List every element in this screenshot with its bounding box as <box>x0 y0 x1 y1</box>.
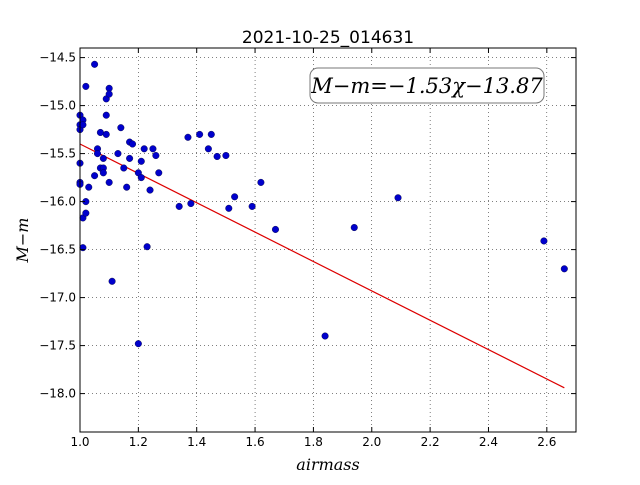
x-tick-label: 2.6 <box>537 435 556 449</box>
data-point <box>85 183 93 191</box>
annotation-text: M−m=−1.53χ−13.87 <box>310 74 543 98</box>
data-point <box>123 183 131 191</box>
data-point <box>108 277 116 285</box>
data-point <box>155 169 163 177</box>
data-point <box>248 202 256 210</box>
data-point <box>134 340 142 348</box>
x-axis-label: airmass <box>296 455 359 474</box>
chart-title: 2021-10-25_014631 <box>242 28 414 48</box>
annotation-box <box>309 67 545 104</box>
x-tick-label: 1.0 <box>70 435 89 449</box>
fit-line <box>79 143 565 389</box>
y-tick-label: −16.5 <box>39 243 76 257</box>
data-point <box>560 265 568 273</box>
data-point <box>257 178 265 186</box>
data-point <box>91 60 99 68</box>
data-point <box>231 193 239 201</box>
data-point <box>137 174 145 182</box>
data-point <box>99 154 107 162</box>
data-point <box>207 130 215 138</box>
data-point <box>143 243 151 251</box>
data-point <box>94 150 102 158</box>
data-point <box>152 152 160 160</box>
data-point <box>99 169 107 177</box>
data-point <box>196 130 204 138</box>
data-point <box>146 186 154 194</box>
data-point <box>96 128 104 136</box>
data-point <box>82 209 90 217</box>
data-point <box>129 140 137 148</box>
data-point <box>117 124 125 132</box>
y-axis-label: M−m <box>13 218 32 264</box>
data-point <box>82 82 90 90</box>
data-point <box>271 225 279 233</box>
x-tick-label: 2.2 <box>421 435 440 449</box>
fit-annotation: M−m=−1.53χ−13.87 <box>309 67 545 104</box>
x-tick-label: 1.6 <box>246 435 265 449</box>
y-tick-label: −15.0 <box>39 99 76 113</box>
data-point <box>184 133 192 141</box>
x-tick-label: 2.4 <box>479 435 498 449</box>
data-point <box>321 332 329 340</box>
x-tick-label: 1.2 <box>129 435 148 449</box>
data-point <box>175 202 183 210</box>
data-point <box>91 172 99 180</box>
data-point <box>394 194 402 202</box>
x-tick-label: 1.4 <box>187 435 206 449</box>
y-tick-label: −15.5 <box>39 147 76 161</box>
data-point <box>213 152 221 160</box>
data-point <box>102 130 110 138</box>
data-point <box>540 237 548 245</box>
x-axis-ticks: 1.0 1.2 1.4 1.6 1.8 2.0 2.2 2.4 2.6 <box>70 48 556 449</box>
data-points <box>76 60 568 348</box>
data-point <box>126 154 134 162</box>
x-tick-label: 1.8 <box>304 435 323 449</box>
data-point <box>149 145 157 153</box>
y-tick-label: −14.5 <box>39 51 76 65</box>
y-tick-label: −16.0 <box>39 195 76 209</box>
data-point <box>105 178 113 186</box>
data-point <box>204 145 212 153</box>
data-point <box>222 152 230 160</box>
y-tick-label: −17.0 <box>39 291 76 305</box>
data-point <box>102 111 110 119</box>
data-point <box>187 200 195 208</box>
y-axis-ticks: −14.5 −15.0 −15.5 −16.0 −16.5 −17.0 −17.5 −18.0 <box>39 51 576 401</box>
plot-frame <box>79 47 577 433</box>
data-point <box>79 121 87 129</box>
data-point <box>120 164 128 172</box>
y-tick-label: −17.5 <box>39 339 76 353</box>
x-tick-label: 2.0 <box>362 435 381 449</box>
data-point <box>140 145 148 153</box>
data-point <box>105 90 113 98</box>
fit-line-group <box>79 143 565 389</box>
data-point <box>350 224 358 232</box>
grid <box>79 48 576 432</box>
data-point <box>225 204 233 212</box>
data-point <box>137 157 145 165</box>
y-tick-label: −18.0 <box>39 387 76 401</box>
data-point <box>114 150 122 158</box>
